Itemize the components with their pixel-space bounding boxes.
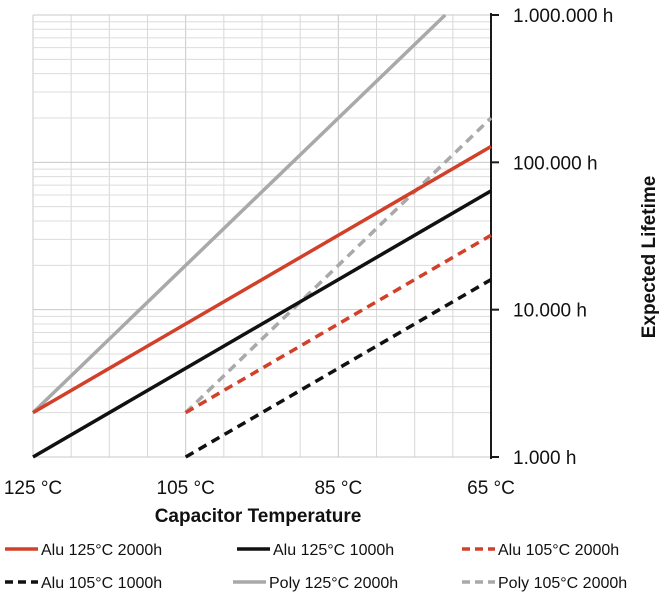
y-tick-label: 1.000 h: [513, 448, 576, 469]
x-tick-label: 65 °C: [467, 478, 515, 499]
legend-label: Alu 105°C 2000h: [498, 542, 619, 559]
legend-label: Alu 105°C 1000h: [41, 575, 162, 592]
legend-label: Alu 125°C 1000h: [273, 542, 394, 559]
legend-label: Poly 125°C 2000h: [269, 575, 398, 592]
x-tick-label: 105 °C: [157, 478, 215, 499]
grid: [32, 13, 499, 459]
series-lines: [31, 13, 493, 459]
series-line: [32, 189, 492, 459]
series-line: [184, 116, 493, 414]
series-line: [31, 13, 447, 414]
axis-ticks: 125 °C 105 °C 85 °C 65 °C 1.000.000 h 100.000…: [4, 6, 614, 499]
series-line: [32, 145, 492, 415]
x-tick-label: 85 °C: [314, 478, 362, 499]
y-axis-title: Expected Lifetime: [639, 176, 660, 339]
legend-label: Poly 105°C 2000h: [498, 575, 627, 592]
x-tick-label: 125 °C: [4, 478, 62, 499]
y-tick-label: 1.000.000 h: [513, 6, 613, 27]
y-tick-label: 100.000 h: [513, 153, 598, 174]
legend-label: Alu 125°C 2000h: [41, 542, 162, 559]
legend: Alu 125°C 2000h Alu 125°C 1000h Alu 105°C …: [5, 542, 627, 592]
x-axis-title: Capacitor Temperature: [155, 506, 362, 527]
y-tick-label: 10.000 h: [513, 301, 587, 322]
